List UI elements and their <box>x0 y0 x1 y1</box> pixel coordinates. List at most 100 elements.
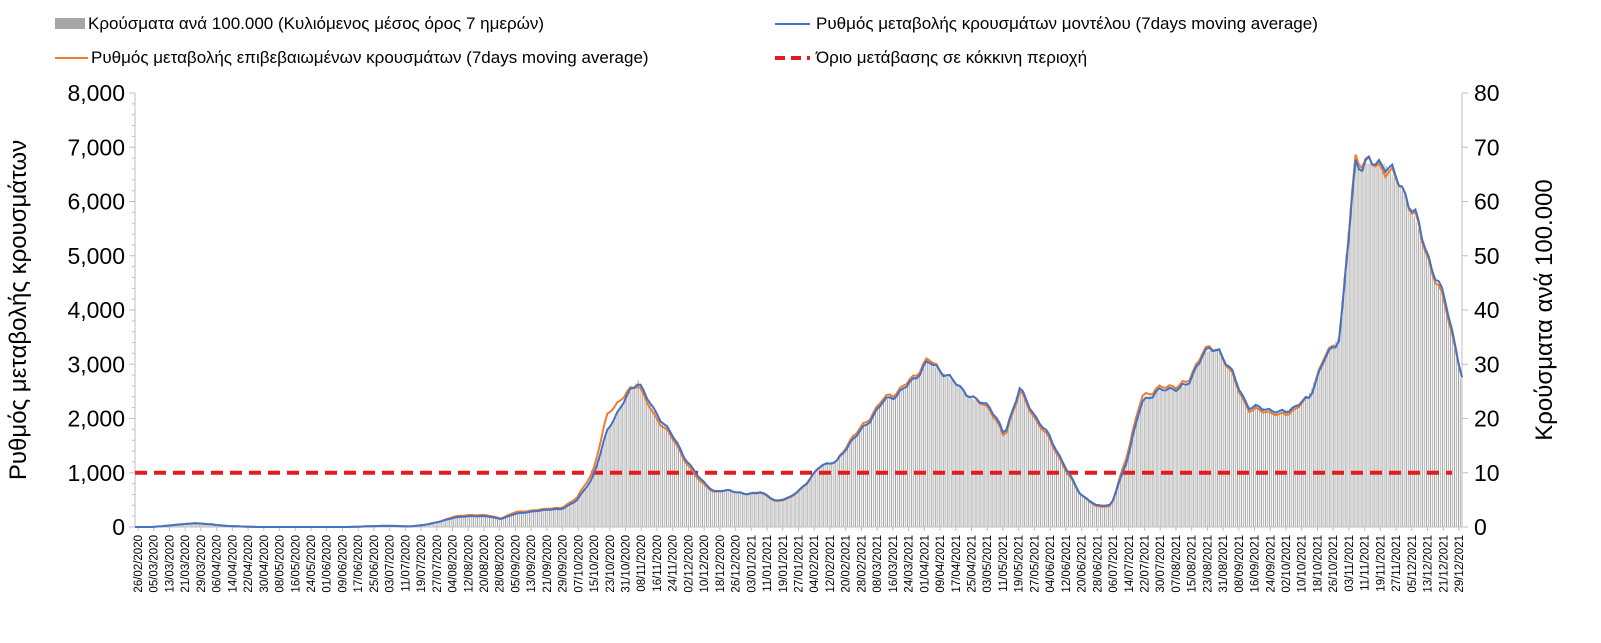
bar <box>957 385 959 527</box>
bar <box>1417 228 1419 527</box>
series-model-line <box>135 155 1463 528</box>
x-tick-label: 11/05/2021 <box>998 535 1010 592</box>
bar <box>826 463 828 527</box>
bar <box>535 511 537 527</box>
bar <box>1188 380 1190 527</box>
bar <box>633 386 635 527</box>
x-tick-label: 29/03/2020 <box>196 535 208 593</box>
legend: Κρούσματα ανά 100.000 (Κυλιόμενος μέσος … <box>55 14 1318 67</box>
bar <box>1385 166 1387 527</box>
bar <box>1409 208 1411 527</box>
x-tick-label: 11/01/2021 <box>762 535 774 592</box>
bar <box>571 503 573 527</box>
bar <box>561 509 563 527</box>
bar <box>1397 183 1399 527</box>
bar <box>1230 373 1232 527</box>
bar <box>1260 407 1263 527</box>
bar <box>925 363 927 527</box>
bar <box>458 516 460 527</box>
bar <box>1361 163 1363 527</box>
bar <box>603 441 605 527</box>
x-tick-label: 27/07/2020 <box>432 535 444 593</box>
bar <box>450 518 452 527</box>
bar <box>504 517 507 527</box>
bar <box>1228 370 1230 527</box>
bar <box>1250 407 1252 527</box>
bar <box>1270 410 1273 527</box>
bar <box>1079 494 1082 527</box>
bar <box>1063 467 1066 527</box>
x-tick-label: 12/08/2020 <box>463 535 475 593</box>
bar <box>1154 392 1156 527</box>
bar <box>490 517 492 527</box>
bar <box>1266 409 1269 527</box>
bar <box>1431 272 1433 527</box>
bar <box>1166 389 1168 527</box>
bar <box>1013 402 1015 527</box>
bar <box>627 394 629 527</box>
bar <box>1447 319 1450 527</box>
bar <box>844 448 846 527</box>
bar <box>575 500 577 527</box>
bar <box>428 523 430 527</box>
x-tick-label: 18/10/2021 <box>1313 535 1325 593</box>
bar <box>193 523 195 527</box>
bar <box>818 466 820 527</box>
bar <box>1184 386 1186 527</box>
bar <box>945 375 947 527</box>
bar <box>1204 352 1206 527</box>
bar <box>1321 362 1323 527</box>
bar <box>1102 505 1104 527</box>
bar <box>468 516 470 527</box>
bar <box>1268 410 1271 527</box>
y-left-tick-label: 7,000 <box>67 134 125 160</box>
x-tick-label: 19/05/2021 <box>1014 535 1026 593</box>
bar <box>480 516 482 527</box>
bar <box>1339 323 1341 527</box>
bar <box>880 402 883 527</box>
bar <box>1164 389 1166 527</box>
bar <box>935 367 937 527</box>
bar <box>175 524 177 527</box>
bar <box>1007 421 1009 527</box>
bar <box>551 509 553 527</box>
bar <box>1065 470 1068 527</box>
bar <box>195 523 197 527</box>
bar <box>903 388 905 527</box>
bar <box>553 509 555 527</box>
bar <box>1232 377 1234 527</box>
bar <box>1317 373 1319 527</box>
bar <box>679 450 681 527</box>
bar <box>1262 407 1265 527</box>
bar <box>872 414 874 527</box>
bar <box>1090 502 1092 527</box>
bar <box>770 498 772 527</box>
bar <box>1351 185 1353 528</box>
bar <box>500 518 503 527</box>
bar <box>1172 388 1174 527</box>
bar <box>1319 367 1321 527</box>
bar <box>1069 477 1072 527</box>
bar <box>565 506 567 527</box>
bar <box>617 410 619 527</box>
bar <box>886 399 889 527</box>
bar <box>1248 407 1250 527</box>
x-tick-label: 08/05/2020 <box>275 535 287 593</box>
bar <box>1252 407 1255 527</box>
bar <box>1359 163 1361 527</box>
bar <box>1194 367 1196 527</box>
bar <box>1202 352 1204 527</box>
bar <box>1021 394 1023 527</box>
bar <box>1301 401 1303 527</box>
bar <box>842 451 844 527</box>
bar <box>515 513 517 527</box>
bar <box>1174 387 1176 527</box>
bar <box>939 370 941 527</box>
bar <box>187 523 189 527</box>
bar <box>476 516 478 527</box>
plot-area: 0 1,000 2,000 3,000 4,000 5,000 6,000 7,000 8,00… <box>67 80 1499 593</box>
bar <box>701 481 704 527</box>
bar <box>1240 394 1242 527</box>
bar <box>923 366 925 527</box>
bar <box>1176 387 1178 527</box>
